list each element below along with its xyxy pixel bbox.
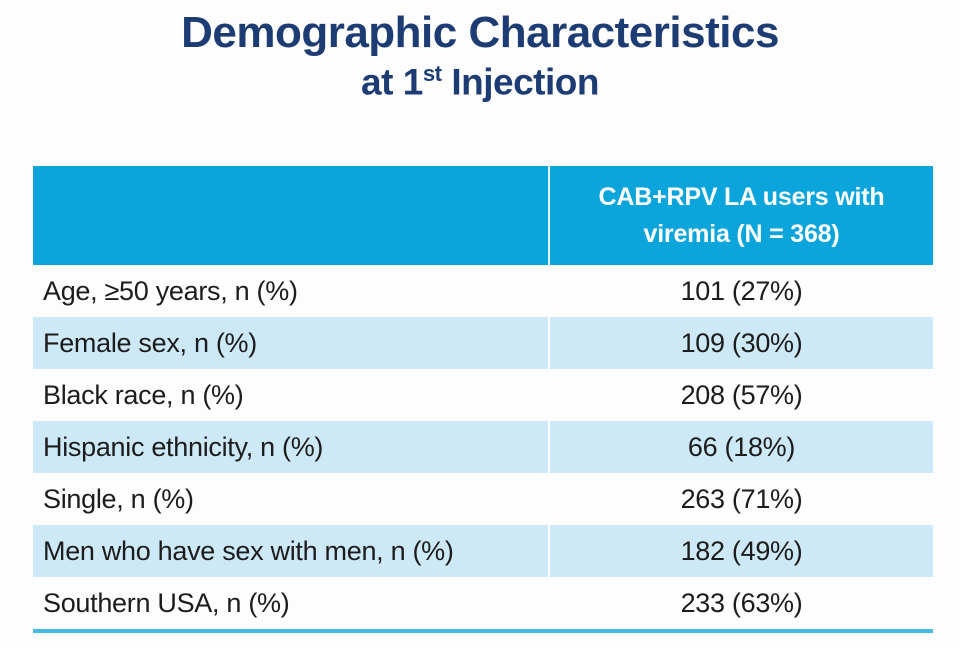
subtitle-prefix: at 1	[361, 60, 423, 102]
table-header-line1: CAB+RPV LA users with	[598, 182, 885, 211]
row-value: 208 (57%)	[680, 379, 803, 410]
row-value: 263 (71%)	[680, 483, 803, 514]
title-block: Demographic Characteristics at 1st Injec…	[0, 0, 960, 103]
row-value: 233 (63%)	[680, 587, 803, 618]
table-row: Single, n (%) 263 (71%)	[33, 473, 933, 525]
table-row: Southern USA, n (%) 233 (63%)	[33, 577, 933, 629]
table-row: Female sex, n (%) 109 (30%)	[33, 317, 933, 369]
page-title: Demographic Characteristics	[181, 8, 779, 57]
subtitle-superscript: st	[422, 60, 442, 86]
demographics-table: CAB+RPV LA users with viremia (N = 368) …	[33, 166, 933, 633]
table-row: Hispanic ethnicity, n (%) 66 (18%)	[33, 421, 933, 473]
row-label: Single, n (%)	[33, 473, 550, 525]
row-value: 109 (30%)	[680, 327, 803, 358]
table-header-empty-cell	[33, 166, 550, 265]
table-row: Men who have sex with men, n (%) 182 (49…	[33, 525, 933, 577]
table-header-line2: viremia (N = 368)	[643, 219, 840, 248]
page-subtitle: at 1st Injection	[0, 61, 960, 103]
row-value: 66 (18%)	[687, 431, 796, 462]
subtitle-suffix: Injection	[441, 60, 599, 102]
table-header-row: CAB+RPV LA users with viremia (N = 368)	[33, 166, 933, 265]
row-label: Black race, n (%)	[33, 369, 550, 421]
table-row: Black race, n (%) 208 (57%)	[33, 369, 933, 421]
row-label: Female sex, n (%)	[33, 317, 550, 369]
table-row: Age, ≥50 years, n (%) 101 (27%)	[33, 265, 933, 317]
row-value: 101 (27%)	[680, 275, 803, 306]
row-label: Men who have sex with men, n (%)	[33, 525, 550, 577]
row-label: Southern USA, n (%)	[33, 577, 550, 629]
row-label: Age, ≥50 years, n (%)	[33, 265, 550, 317]
table-header-value-cell: CAB+RPV LA users with viremia (N = 368)	[550, 166, 933, 265]
row-label: Hispanic ethnicity, n (%)	[33, 421, 550, 473]
row-value: 182 (49%)	[680, 535, 803, 566]
